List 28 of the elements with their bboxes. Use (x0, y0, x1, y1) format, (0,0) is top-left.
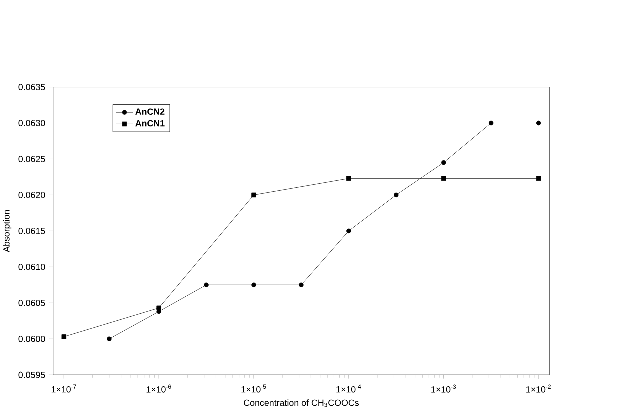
x-tick-label: 1×10$^{-2}$ (526, 384, 551, 393)
point (299, 282, 304, 288)
y-tick-label: 0.0595 (18, 372, 46, 378)
y-tick-label: 0.0620 (18, 192, 46, 198)
y-tick-label: 0.0630 (18, 120, 46, 126)
point (156, 306, 162, 311)
point (488, 120, 494, 126)
y-tick-label: 0.0605 (18, 300, 46, 306)
point (441, 160, 446, 166)
x-axis-title: Concentration of CH$_{3}$COOCs (244, 400, 360, 408)
y-tick-label: 0.0635 (18, 84, 46, 90)
x-tick-label: 1×10$^{-3}$ (432, 384, 456, 393)
y-tick-label: 0.0615 (18, 228, 46, 234)
x-tick-label: 1×10$^{-4}$ (336, 384, 362, 393)
point (204, 282, 209, 288)
legend-label: AnCN1 (136, 120, 165, 127)
legend-label: AnCN2 (136, 108, 165, 116)
point (346, 228, 352, 234)
point (536, 120, 542, 126)
x-tick-label: 1×10$^{-6}$ (146, 384, 172, 393)
x-tick-label: 1×10$^{-5}$ (242, 384, 266, 393)
point (394, 192, 399, 198)
y-tick-label: 0.0610 (18, 264, 46, 270)
point (252, 282, 256, 288)
y-axis-title: Absorption (3, 210, 12, 253)
y-tick-label: 0.0625 (18, 156, 46, 162)
y-tick-label: 0.0600 (18, 336, 46, 342)
x-tick-label: 1×10$^{-7}$ (52, 384, 76, 393)
